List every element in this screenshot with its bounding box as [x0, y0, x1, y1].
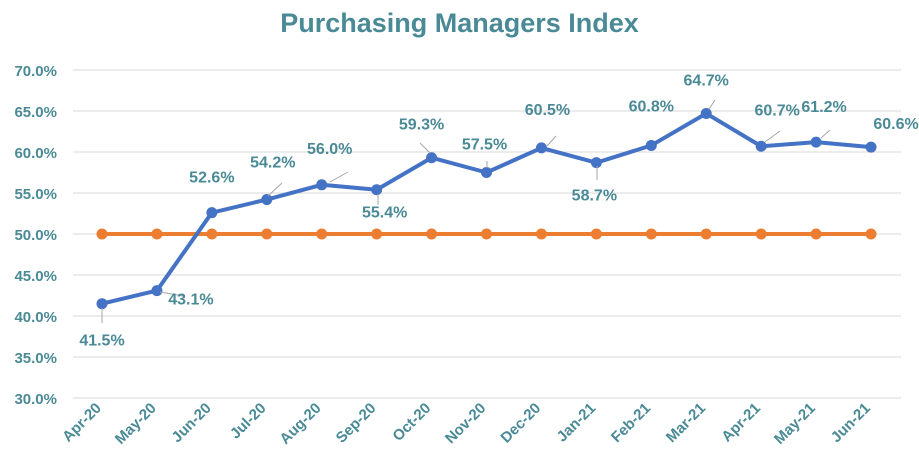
x-tick-label: May-21	[771, 400, 819, 448]
x-tick-label: Mar-21	[663, 400, 709, 446]
data-point	[96, 298, 108, 310]
data-point	[371, 228, 383, 240]
data-point	[151, 285, 163, 297]
y-tick-label: 65.0%	[14, 104, 57, 121]
data-point	[645, 139, 657, 151]
data-label: 43.1%	[168, 292, 213, 309]
x-tick-label: Apr-21	[718, 400, 764, 446]
x-tick-label: Nov-20	[442, 400, 489, 447]
data-point	[535, 142, 547, 154]
x-tick-label: Jun-20	[168, 400, 214, 446]
data-point	[700, 228, 712, 240]
data-point	[810, 136, 822, 148]
x-tick-label: Oct-20	[389, 400, 434, 445]
data-label: 55.4%	[362, 205, 407, 222]
data-label: 64.7%	[684, 72, 729, 89]
x-tick-label: Aug-20	[277, 400, 325, 448]
data-label-leader	[159, 291, 184, 297]
data-label: 57.5%	[462, 137, 507, 154]
data-point	[755, 228, 767, 240]
data-point	[316, 179, 328, 191]
data-point	[206, 228, 218, 240]
x-tick-label: May-20	[112, 400, 160, 448]
chart-title: Purchasing Managers Index	[280, 8, 639, 38]
data-point	[206, 207, 218, 219]
data-point	[261, 228, 273, 240]
y-tick-label: 50.0%	[14, 227, 57, 244]
data-point	[700, 107, 712, 119]
data-point	[645, 228, 657, 240]
data-point	[590, 157, 602, 169]
data-label-leader	[820, 129, 831, 139]
x-tick-label: Sep-20	[333, 400, 380, 447]
data-label: 60.5%	[525, 102, 570, 119]
data-point	[755, 140, 767, 152]
data-label: 58.7%	[572, 188, 617, 205]
data-label: 52.6%	[189, 170, 234, 187]
data-point	[590, 228, 602, 240]
x-tick-label: Dec-20	[497, 400, 544, 447]
y-tick-label: 45.0%	[14, 268, 57, 285]
data-point	[481, 167, 493, 178]
y-tick-label: 30.0%	[14, 391, 57, 408]
x-tick-label: Jul-20	[227, 400, 270, 443]
data-label-leader	[267, 182, 283, 197]
data-label: 61.2%	[801, 99, 846, 116]
data-point	[810, 228, 822, 240]
data-label: 56.0%	[307, 141, 352, 158]
data-label: 41.5%	[79, 333, 124, 350]
y-tick-label: 70.0%	[14, 63, 57, 80]
x-tick-label: Jan-21	[554, 400, 600, 446]
data-label-leader	[419, 142, 431, 154]
data-label-leader	[329, 171, 349, 183]
data-point	[426, 228, 438, 240]
data-point	[371, 184, 383, 196]
y-tick-label: 40.0%	[14, 309, 57, 326]
data-label: 59.3%	[399, 117, 444, 134]
data-point	[535, 228, 547, 240]
x-tick-label: Feb-21	[608, 400, 654, 446]
data-point	[865, 228, 877, 240]
data-label-leader	[708, 99, 716, 110]
data-point	[151, 228, 163, 240]
y-tick-label: 60.0%	[14, 145, 57, 162]
data-label: 60.7%	[754, 102, 799, 119]
y-tick-label: 35.0%	[14, 350, 57, 367]
data-point	[426, 152, 438, 164]
data-point	[481, 228, 493, 240]
data-label-leader	[546, 135, 557, 147]
data-label: 54.2%	[250, 155, 295, 172]
data-label: 60.8%	[629, 98, 674, 115]
x-tick-label: Apr-20	[59, 400, 105, 446]
x-tick-label: Jun-21	[828, 400, 874, 446]
data-label-leader	[764, 130, 781, 143]
data-point	[96, 228, 108, 240]
data-label: 60.6%	[873, 116, 918, 133]
data-point	[316, 228, 328, 240]
data-point	[261, 194, 273, 206]
y-tick-label: 55.0%	[14, 186, 57, 203]
data-point	[865, 141, 877, 153]
